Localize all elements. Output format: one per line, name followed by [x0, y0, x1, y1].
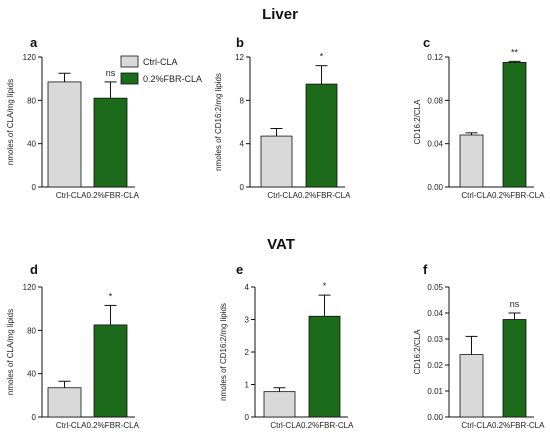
y-axis-label-e: nmoles of CD16:2/mg lipids: [219, 303, 228, 401]
bar-a-1: [93, 97, 128, 188]
bar-d-1: [93, 324, 128, 418]
bar-a-0: [47, 81, 82, 188]
x-category-label-f-1: 0.2%FBR-CLA: [492, 421, 545, 430]
y-tick-label-b: 0: [240, 183, 245, 192]
significance-label-a: ns: [106, 68, 116, 78]
panel-letter-b: b: [236, 35, 244, 50]
significance-label-c: **: [511, 47, 519, 57]
y-tick-label-d: 40: [27, 370, 36, 379]
x-category-label-b-0: Ctrl-CLA: [267, 191, 298, 200]
y-tick-label-e: 2: [245, 348, 250, 357]
panel-d: d nmoles of CLA/mg lipids 0 40 80 120 Ctrl-CLA…: [6, 262, 140, 430]
y-tick-label-c: 0.00: [427, 183, 443, 192]
panel-letter-a: a: [30, 35, 38, 50]
x-category-label-f-0: Ctrl-CLA: [461, 421, 492, 430]
y-tick-label-a: 0: [32, 183, 37, 192]
y-axis-label-b: nmoles of CD16:2/mg lipids: [214, 73, 223, 171]
bar-e-1: [308, 315, 341, 418]
y-tick-label-f: 0.03: [427, 335, 443, 344]
y-axis-label-f: CD16:2/CLA: [413, 329, 422, 375]
x-category-label-a-1: 0.2%FBR-CLA: [87, 191, 140, 200]
bar-f-0: [459, 354, 484, 418]
bar-f-1: [502, 319, 527, 418]
legend-label-fbr: 0.2%FBR-CLA: [143, 74, 202, 84]
x-category-label-d-0: Ctrl-CLA: [56, 421, 87, 430]
bar-c-0: [459, 134, 484, 188]
y-axis-label-c: CD16:2/CLA: [413, 99, 422, 145]
bar-d-0: [47, 387, 82, 418]
x-category-label-e-1: 0.2%FBR-CLA: [301, 421, 354, 430]
y-axis-label-d: nmoles of CLA/mg lipids: [6, 309, 15, 395]
title-vat: VAT: [267, 236, 295, 253]
y-tick-label-b: 4: [240, 140, 245, 149]
y-tick-label-c: 0.04: [427, 140, 443, 149]
panel-a: a nmoles of CLA/mg lipids 0 40 80 120 Ctrl-CLA…: [6, 35, 140, 200]
y-tick-label-d: 0: [32, 413, 37, 422]
panel-letter-e: e: [236, 262, 243, 277]
bar-b-0: [260, 135, 293, 188]
panel-letter-d: d: [30, 262, 38, 277]
legend-swatch-fbr: [120, 72, 139, 85]
panel-e: e nmoles of CD16:2/mg lipids 0 1 2 3 4 Ctrl-CLA…: [219, 262, 354, 430]
y-tick-label-e: 1: [245, 381, 250, 390]
y-tick-label-c: 0.12: [427, 53, 443, 62]
y-axis-label-a: nmoles of CLA/mg lipids: [6, 79, 15, 165]
significance-label-b: *: [320, 52, 324, 62]
x-category-label-a-0: Ctrl-CLA: [56, 191, 87, 200]
bar-c-1: [502, 62, 527, 188]
legend-label-ctrl: Ctrl-CLA: [143, 57, 178, 67]
legend: Ctrl-CLA 0.2%FBR-CLA: [120, 55, 202, 85]
panel-letter-c: c: [423, 35, 430, 50]
y-tick-label-e: 0: [245, 413, 250, 422]
x-category-label-c-1: 0.2%FBR-CLA: [492, 191, 545, 200]
significance-label-f: ns: [510, 299, 520, 309]
y-tick-label-f: 0.00: [427, 413, 443, 422]
y-tick-label-a: 80: [27, 96, 36, 105]
y-tick-label-d: 80: [27, 326, 36, 335]
y-tick-label-a: 120: [23, 53, 37, 62]
y-tick-label-b: 8: [240, 96, 245, 105]
y-tick-label-e: 4: [245, 283, 250, 292]
bar-b-1: [305, 83, 338, 188]
y-tick-label-c: 0.08: [427, 96, 443, 105]
y-tick-label-f: 0.04: [427, 309, 443, 318]
y-tick-label-d: 120: [23, 283, 37, 292]
panel-c: c CD16:2/CLA 0.00 0.04 0.08 0.12 Ctrl-CLA 0.2%F…: [413, 35, 545, 200]
significance-label-d: *: [109, 291, 113, 301]
panel-b: b nmoles of CD16:2/mg lipids 0 4 8 12 Ctrl-CLA…: [214, 35, 351, 200]
y-tick-label-f: 0.05: [427, 283, 443, 292]
x-category-label-b-1: 0.2%FBR-CLA: [298, 191, 351, 200]
y-tick-label-b: 12: [235, 53, 244, 62]
panel-letter-f: f: [423, 262, 428, 277]
panel-f: f CD16:2/CLA 0.00 0.01 0.02 0.03 0.04 0.05 Ctrl-…: [413, 262, 545, 430]
x-category-label-d-1: 0.2%FBR-CLA: [87, 421, 140, 430]
y-tick-label-e: 3: [245, 316, 250, 325]
x-category-label-c-0: Ctrl-CLA: [461, 191, 492, 200]
legend-swatch-ctrl: [120, 55, 139, 68]
title-liver: Liver: [262, 6, 298, 23]
x-category-label-e-0: Ctrl-CLA: [270, 421, 301, 430]
y-tick-label-f: 0.02: [427, 361, 443, 370]
y-tick-label-f: 0.01: [427, 387, 443, 396]
bar-e-0: [263, 391, 296, 418]
y-tick-label-a: 40: [27, 140, 36, 149]
significance-label-e: *: [323, 281, 327, 291]
